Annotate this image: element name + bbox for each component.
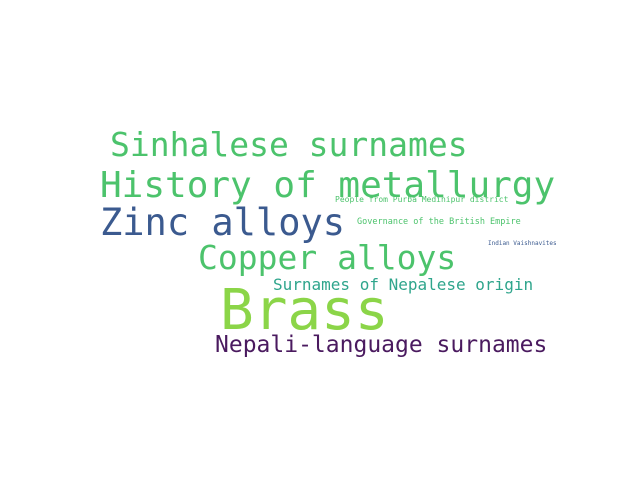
- word-nepali-language-surnames: Nepali-language surnames: [215, 332, 548, 358]
- word-indian-vaishnavites: Indian Vaishnavites: [488, 240, 557, 247]
- word-sinhalese-surnames: Sinhalese surnames: [110, 125, 468, 164]
- word-people-from-purba-medinipur-district: People from Purba Medinipur district: [335, 195, 509, 204]
- word-zinc-alloys: Zinc alloys: [100, 201, 346, 244]
- word-surnames-of-nepalese-origin: Surnames of Nepalese origin: [273, 275, 534, 294]
- word-copper-alloys: Copper alloys: [198, 238, 457, 277]
- word-brass: Brass: [220, 278, 389, 343]
- word-governance-of-the-british-empire: Governance of the British Empire: [357, 217, 521, 227]
- word-history-of-metallurgy: History of metallurgy: [100, 165, 556, 206]
